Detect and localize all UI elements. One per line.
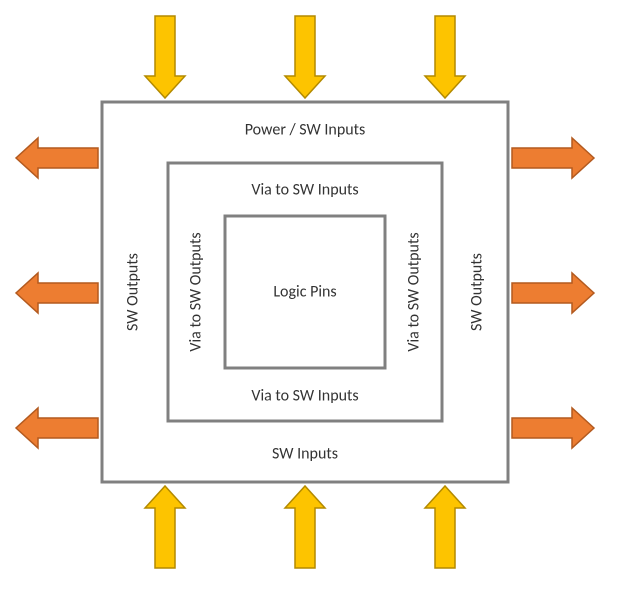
outer-bottom-label: SW Inputs — [272, 445, 338, 464]
outer-left-label: SW Outputs — [124, 253, 143, 331]
bottom-arrow-1 — [285, 486, 325, 568]
bottom-arrow-2 — [425, 486, 465, 568]
top-arrow-1 — [285, 16, 325, 98]
left-arrow-1 — [16, 273, 98, 313]
outer-right-label: SW Outputs — [468, 253, 487, 331]
mid-top-label: Via to SW Inputs — [251, 181, 358, 200]
mid-bottom-label: Via to SW Inputs — [251, 387, 358, 406]
mid-left-label: Via to SW Outputs — [187, 232, 206, 351]
right-arrow-1 — [512, 273, 594, 313]
bottom-arrow-0 — [145, 486, 185, 568]
right-arrow-2 — [512, 408, 594, 448]
left-arrow-0 — [16, 138, 98, 178]
outer-top-label: Power / SW Inputs — [245, 121, 366, 140]
center-label: Logic Pins — [273, 283, 336, 302]
right-arrow-0 — [512, 138, 594, 178]
top-arrow-0 — [145, 16, 185, 98]
left-arrow-2 — [16, 408, 98, 448]
top-arrow-2 — [425, 16, 465, 98]
mid-right-label: Via to SW Outputs — [405, 232, 424, 351]
